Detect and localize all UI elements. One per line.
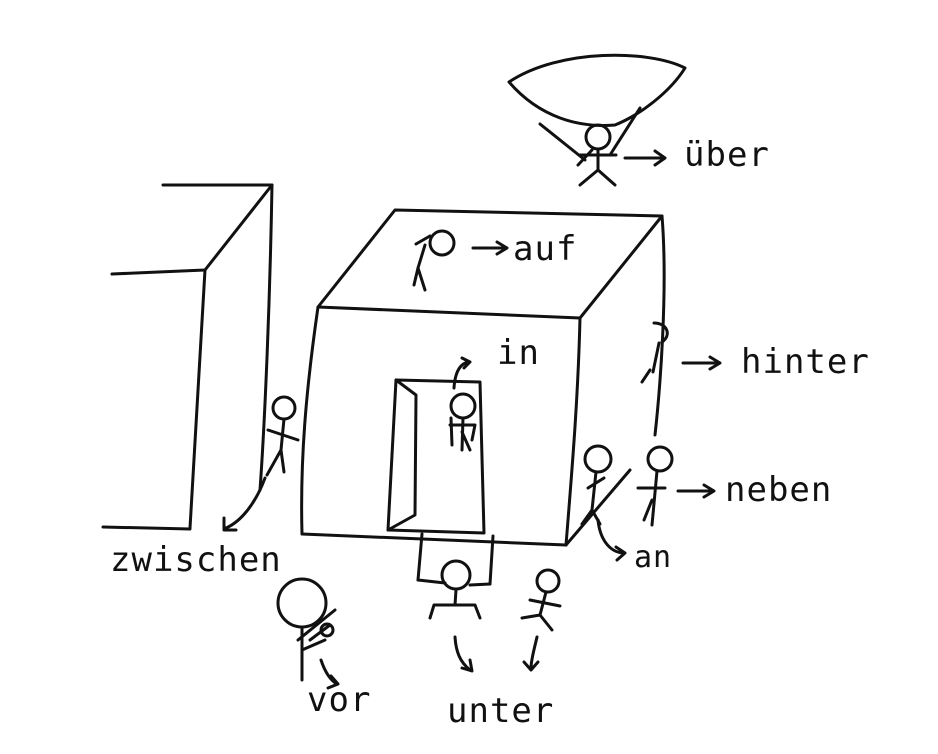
pointer-arrows (222, 149, 722, 690)
label-hinter: hinter (741, 342, 870, 382)
label-ueber: über (684, 135, 770, 175)
figure-under-cube (416, 532, 495, 620)
label-an: an (634, 540, 673, 575)
left-wall (101, 183, 274, 531)
parachute-figure (507, 53, 687, 187)
figure-at-cube (580, 444, 613, 526)
label-neben: neben (725, 470, 833, 510)
label-auf: auf (513, 229, 578, 269)
door (386, 378, 486, 535)
label-in: in (497, 333, 540, 373)
figure-in-front (276, 577, 337, 682)
figure-beside (636, 445, 674, 527)
cube (300, 208, 666, 547)
hiding-figure-behind (640, 321, 669, 384)
label-vor: vor (307, 680, 372, 720)
figure-in-door (448, 392, 477, 452)
figure-between (265, 395, 300, 477)
label-unter: unter (447, 691, 555, 731)
figure-running-under (520, 568, 562, 632)
lying-figure-on-cube (412, 229, 456, 292)
label-zwischen: zwischen (110, 540, 282, 580)
